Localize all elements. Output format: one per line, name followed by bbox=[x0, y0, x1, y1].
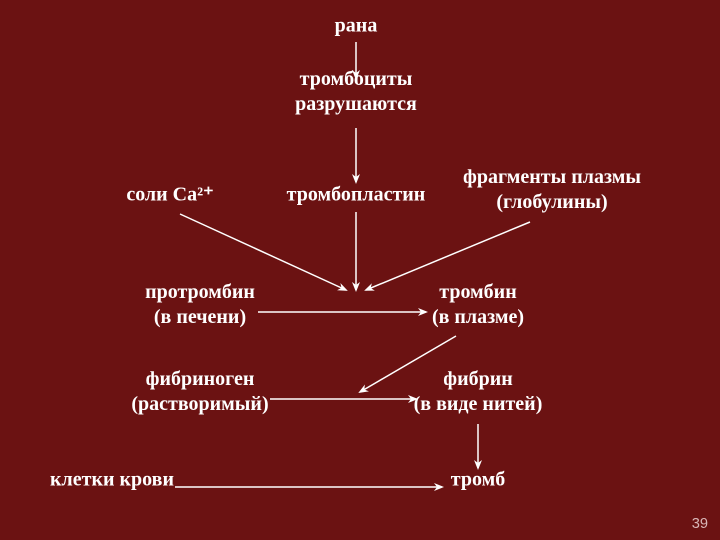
node-fibrin: фибрин (в виде нитей) bbox=[414, 367, 543, 417]
page-number: 39 bbox=[692, 516, 708, 532]
edge-ca-to-center bbox=[180, 214, 346, 290]
node-bloodcells: клетки крови bbox=[50, 468, 174, 493]
node-thromboplastin: тромбопластин bbox=[287, 183, 426, 208]
diagram-stage: рана тромбоциты разрушаются тромбопластин с… bbox=[0, 0, 720, 540]
node-thrombus: тромб bbox=[451, 468, 505, 493]
node-ca: соли Ca²⁺ bbox=[126, 183, 213, 208]
node-prothrombin: протромбин (в печени) bbox=[145, 280, 255, 330]
node-globulins: фрагменты плазмы (глобулины) bbox=[463, 165, 641, 215]
node-wound: рана bbox=[335, 14, 378, 39]
node-platelets: тромбоциты разрушаются bbox=[295, 67, 417, 117]
node-thrombin: тромбин (в плазме) bbox=[432, 280, 524, 330]
node-fibrinogen: фибриноген (растворимый) bbox=[131, 367, 268, 417]
